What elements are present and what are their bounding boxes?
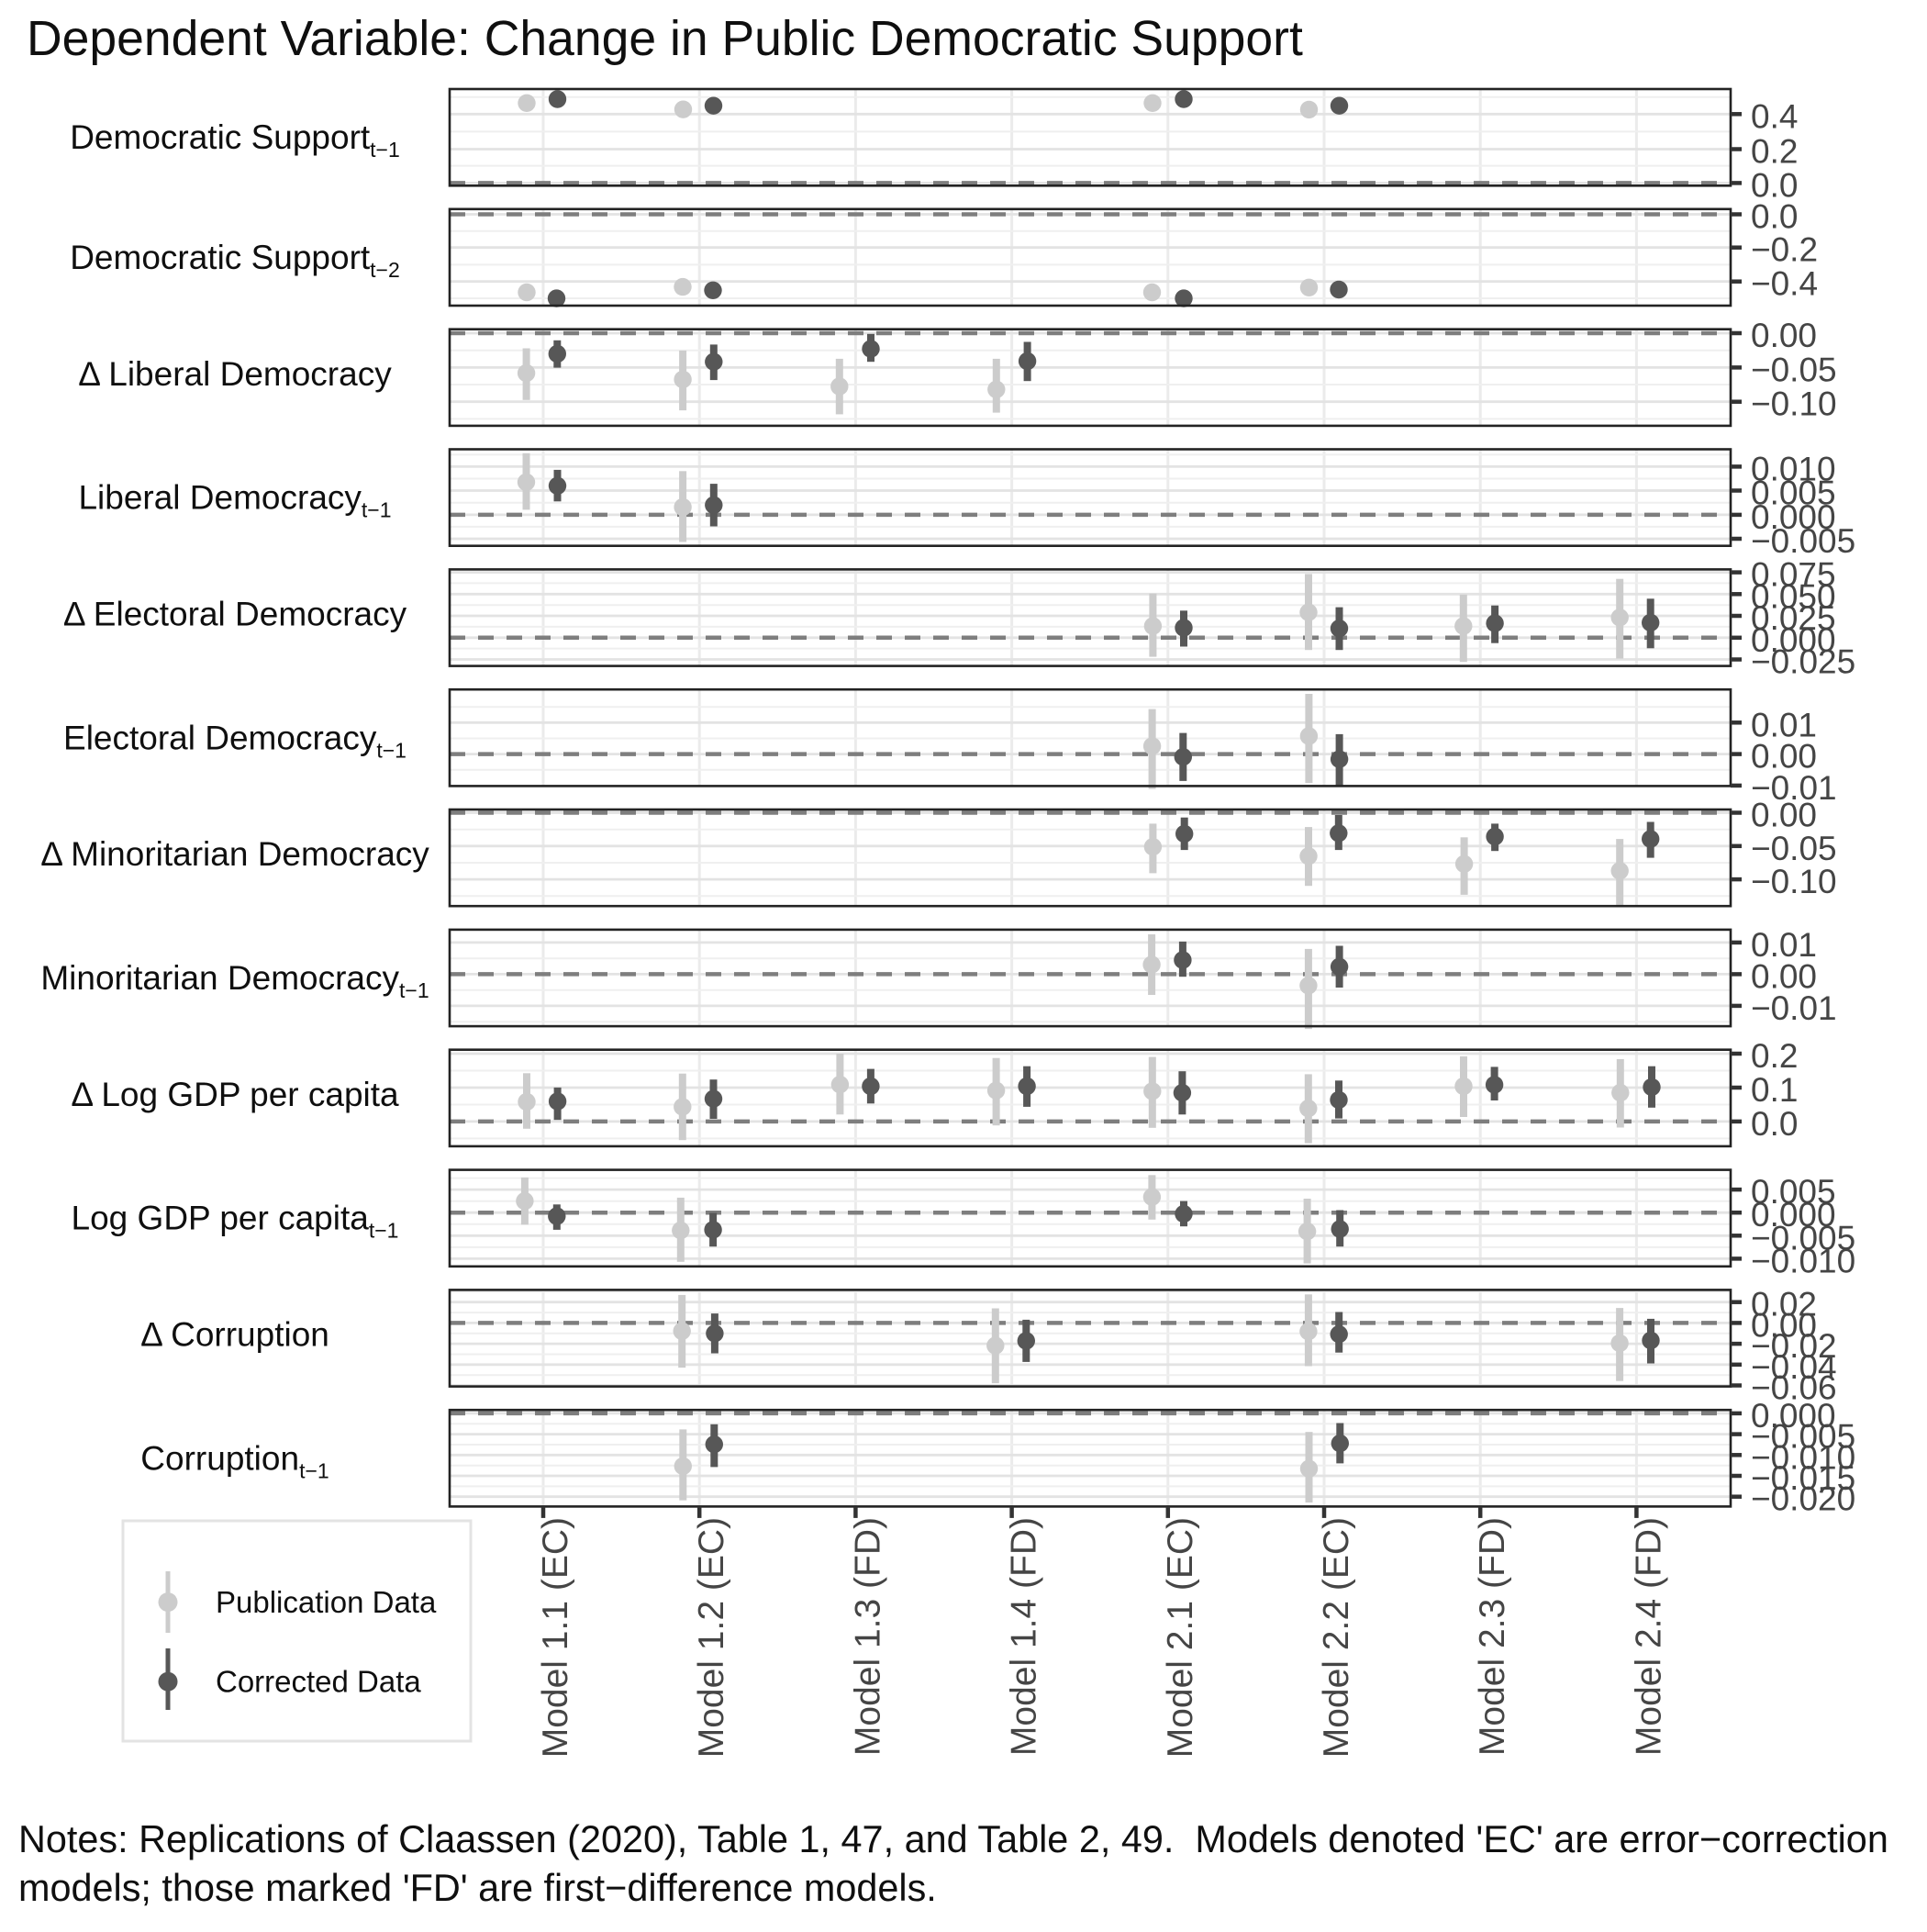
svg-text:0.005: 0.005: [1751, 475, 1836, 512]
svg-text:0.01: 0.01: [1751, 706, 1817, 743]
svg-text:0.00: 0.00: [1751, 1306, 1817, 1344]
svg-text:−0.005: −0.005: [1751, 522, 1855, 560]
svg-text:0.2: 0.2: [1751, 1037, 1798, 1075]
svg-text:−0.02: −0.02: [1751, 1327, 1837, 1365]
svg-text:0.0: 0.0: [1751, 1105, 1798, 1143]
svg-text:Δ Electoral Democracy: Δ Electoral Democracy: [63, 596, 407, 633]
svg-text:Model 2.1 (EC): Model 2.1 (EC): [1161, 1517, 1200, 1758]
svg-text:Δ Corruption: Δ Corruption: [140, 1316, 329, 1354]
svg-text:Democratic Supportt−2: Democratic Supportt−2: [70, 239, 400, 282]
svg-text:−0.4: −0.4: [1751, 265, 1818, 303]
svg-text:models; those marked 'FD' are: models; those marked 'FD' are first−diff…: [18, 1867, 937, 1909]
svg-text:Electoral Democracyt−1: Electoral Democracyt−1: [63, 719, 407, 762]
svg-text:−0.01: −0.01: [1751, 769, 1837, 807]
svg-text:0.02: 0.02: [1751, 1286, 1817, 1323]
svg-text:0.00: 0.00: [1751, 738, 1817, 776]
svg-text:0.000: 0.000: [1751, 1196, 1836, 1234]
svg-text:Δ Log GDP per capita: Δ Log GDP per capita: [71, 1076, 399, 1113]
svg-text:Model 2.3 (FD): Model 2.3 (FD): [1473, 1517, 1512, 1756]
svg-text:0.0: 0.0: [1751, 198, 1798, 236]
svg-text:Model 1.1 (EC): Model 1.1 (EC): [536, 1517, 575, 1758]
svg-text:−0.10: −0.10: [1751, 385, 1837, 423]
svg-text:−0.010: −0.010: [1751, 1242, 1855, 1279]
svg-text:Corrected Data: Corrected Data: [216, 1665, 421, 1699]
svg-text:−0.020: −0.020: [1751, 1480, 1855, 1518]
svg-text:Notes: Replications of Claasse: Notes: Replications of Claassen (2020), …: [18, 1818, 1888, 1860]
svg-text:0.000: 0.000: [1751, 1397, 1836, 1435]
svg-text:0.025: 0.025: [1751, 599, 1836, 637]
svg-text:−0.01: −0.01: [1751, 989, 1837, 1027]
svg-text:−0.025: −0.025: [1751, 643, 1855, 681]
svg-text:0.00: 0.00: [1751, 797, 1817, 834]
svg-text:Model 2.2 (EC): Model 2.2 (EC): [1317, 1517, 1356, 1758]
svg-text:0.000: 0.000: [1751, 498, 1836, 536]
svg-text:−0.005: −0.005: [1751, 1219, 1855, 1256]
svg-text:Δ Liberal Democracy: Δ Liberal Democracy: [78, 355, 392, 393]
svg-text:0.005: 0.005: [1751, 1173, 1836, 1211]
svg-text:Model 1.4 (FD): Model 1.4 (FD): [1005, 1517, 1044, 1756]
svg-text:Minoritarian Democracyt−1: Minoritarian Democracyt−1: [40, 959, 429, 1002]
svg-text:−0.06: −0.06: [1751, 1369, 1837, 1407]
svg-text:0.00: 0.00: [1751, 317, 1817, 354]
svg-text:0.4: 0.4: [1751, 97, 1798, 135]
svg-text:−0.010: −0.010: [1751, 1438, 1855, 1476]
svg-text:0.075: 0.075: [1751, 556, 1836, 594]
svg-text:Publication Data: Publication Data: [216, 1585, 437, 1619]
svg-text:0.0: 0.0: [1751, 166, 1798, 204]
svg-text:0.2: 0.2: [1751, 133, 1798, 171]
svg-text:Log GDP per capitat−1: Log GDP per capitat−1: [72, 1200, 399, 1243]
svg-text:0.000: 0.000: [1751, 621, 1836, 659]
svg-text:−0.10: −0.10: [1751, 863, 1837, 900]
svg-text:−0.2: −0.2: [1751, 231, 1818, 269]
svg-text:0.010: 0.010: [1751, 450, 1836, 487]
svg-text:Δ Minoritarian Democracy: Δ Minoritarian Democracy: [40, 835, 429, 873]
svg-text:Dependent Variable: Change in: Dependent Variable: Change in Public Dem…: [27, 12, 1303, 66]
svg-text:0.1: 0.1: [1751, 1071, 1798, 1109]
svg-text:−0.005: −0.005: [1751, 1418, 1855, 1456]
svg-text:−0.015: −0.015: [1751, 1459, 1855, 1497]
svg-text:0.050: 0.050: [1751, 577, 1836, 615]
svg-text:Model 1.3 (FD): Model 1.3 (FD): [848, 1517, 887, 1756]
svg-text:Democratic Supportt−1: Democratic Supportt−1: [70, 118, 400, 162]
svg-text:0.01: 0.01: [1751, 926, 1817, 964]
svg-text:0.00: 0.00: [1751, 957, 1817, 995]
svg-text:Model 2.4 (FD): Model 2.4 (FD): [1629, 1517, 1668, 1756]
svg-text:Liberal Democracyt−1: Liberal Democracyt−1: [78, 479, 391, 522]
svg-text:Model 1.2 (EC): Model 1.2 (EC): [692, 1517, 731, 1758]
svg-text:Corruptiont−1: Corruptiont−1: [140, 1439, 329, 1482]
svg-text:−0.05: −0.05: [1751, 351, 1837, 388]
svg-text:−0.04: −0.04: [1751, 1348, 1837, 1386]
svg-text:−0.05: −0.05: [1751, 830, 1837, 867]
